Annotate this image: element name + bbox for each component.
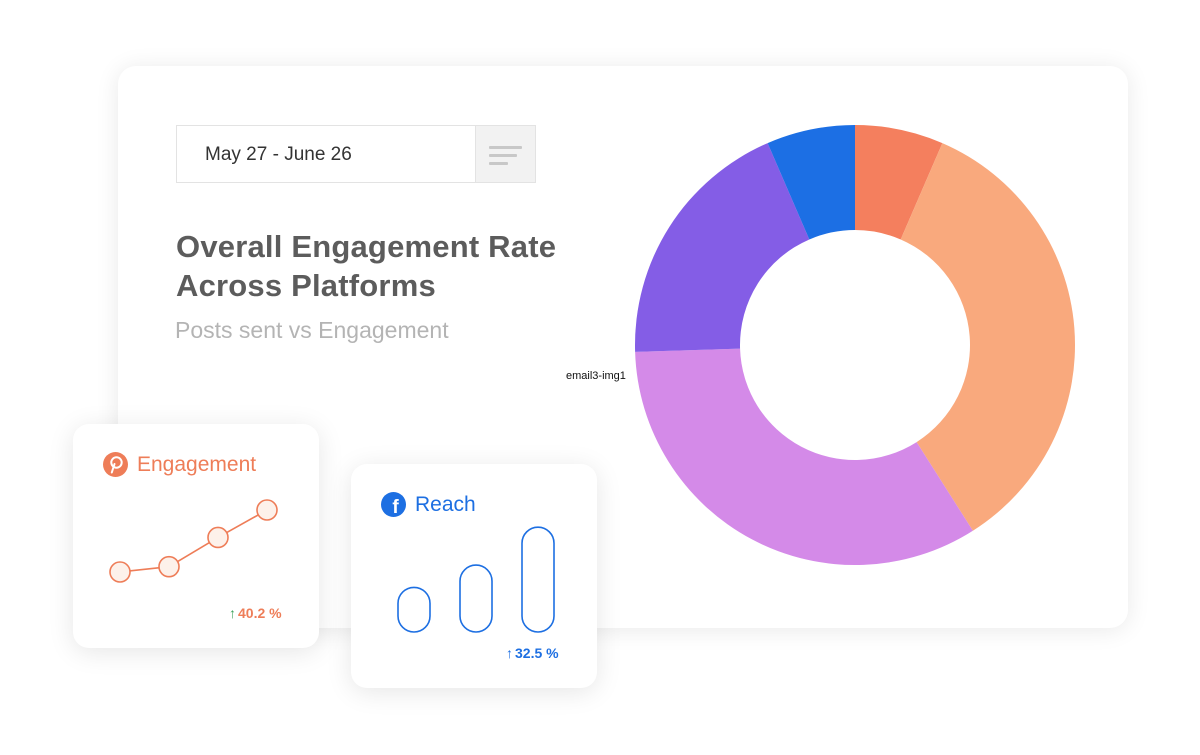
- arrow-up-icon: ↑: [229, 605, 236, 621]
- facebook-icon: f: [381, 492, 406, 518]
- page-title: Overall Engagement Rate Across Platforms: [176, 229, 557, 303]
- engagement-card-header: Engagement: [103, 452, 256, 477]
- menu-icon-line: [489, 154, 517, 157]
- donut-chart: [635, 125, 1075, 565]
- engagement-change-value: 40.2 %: [238, 605, 282, 621]
- menu-button[interactable]: [475, 126, 535, 182]
- donut-slice-3: [635, 143, 810, 352]
- reach-bar-0: [397, 586, 431, 633]
- reach-change-value: 32.5 %: [515, 645, 559, 661]
- engagement-line-chart: [109, 499, 278, 583]
- arrow-up-icon: ↑: [506, 645, 513, 661]
- engagement-title: Engagement: [137, 452, 257, 476]
- donut-slice-2: [635, 348, 973, 565]
- engagement-point-0: [109, 561, 131, 583]
- engagement-line: [119, 509, 268, 573]
- reach-bar-2: [521, 526, 555, 633]
- date-range-selector[interactable]: May 27 - June 26: [176, 125, 536, 183]
- engagement-point-3: [256, 499, 278, 521]
- pinterest-icon: [103, 452, 128, 477]
- engagement-point-1: [158, 555, 180, 578]
- engagement-card: Engagement ↑ 40.2 %: [73, 424, 319, 648]
- svg-text:f: f: [392, 497, 399, 517]
- page-subtitle: Posts sent vs Engagement: [175, 317, 449, 343]
- donut-slice-1: [900, 143, 1075, 531]
- reach-bar-1: [459, 564, 493, 633]
- engagement-point-2: [207, 526, 229, 549]
- donut-slice-4: [767, 125, 855, 240]
- donut-slice-0: [855, 125, 943, 240]
- engagement-change: ↑ 40.2 %: [229, 605, 282, 621]
- menu-icon-line: [489, 162, 508, 165]
- reach-bar-chart: [397, 526, 555, 633]
- image-label: email3-img1: [566, 370, 626, 382]
- reach-card: f Reach ↑ 32.5 %: [351, 464, 597, 688]
- menu-icon-line: [489, 146, 522, 149]
- reach-card-header: f Reach: [381, 492, 476, 518]
- date-range-text: May 27 - June 26: [205, 144, 352, 165]
- reach-title: Reach: [415, 492, 476, 516]
- reach-change: ↑ 32.5 %: [506, 645, 559, 661]
